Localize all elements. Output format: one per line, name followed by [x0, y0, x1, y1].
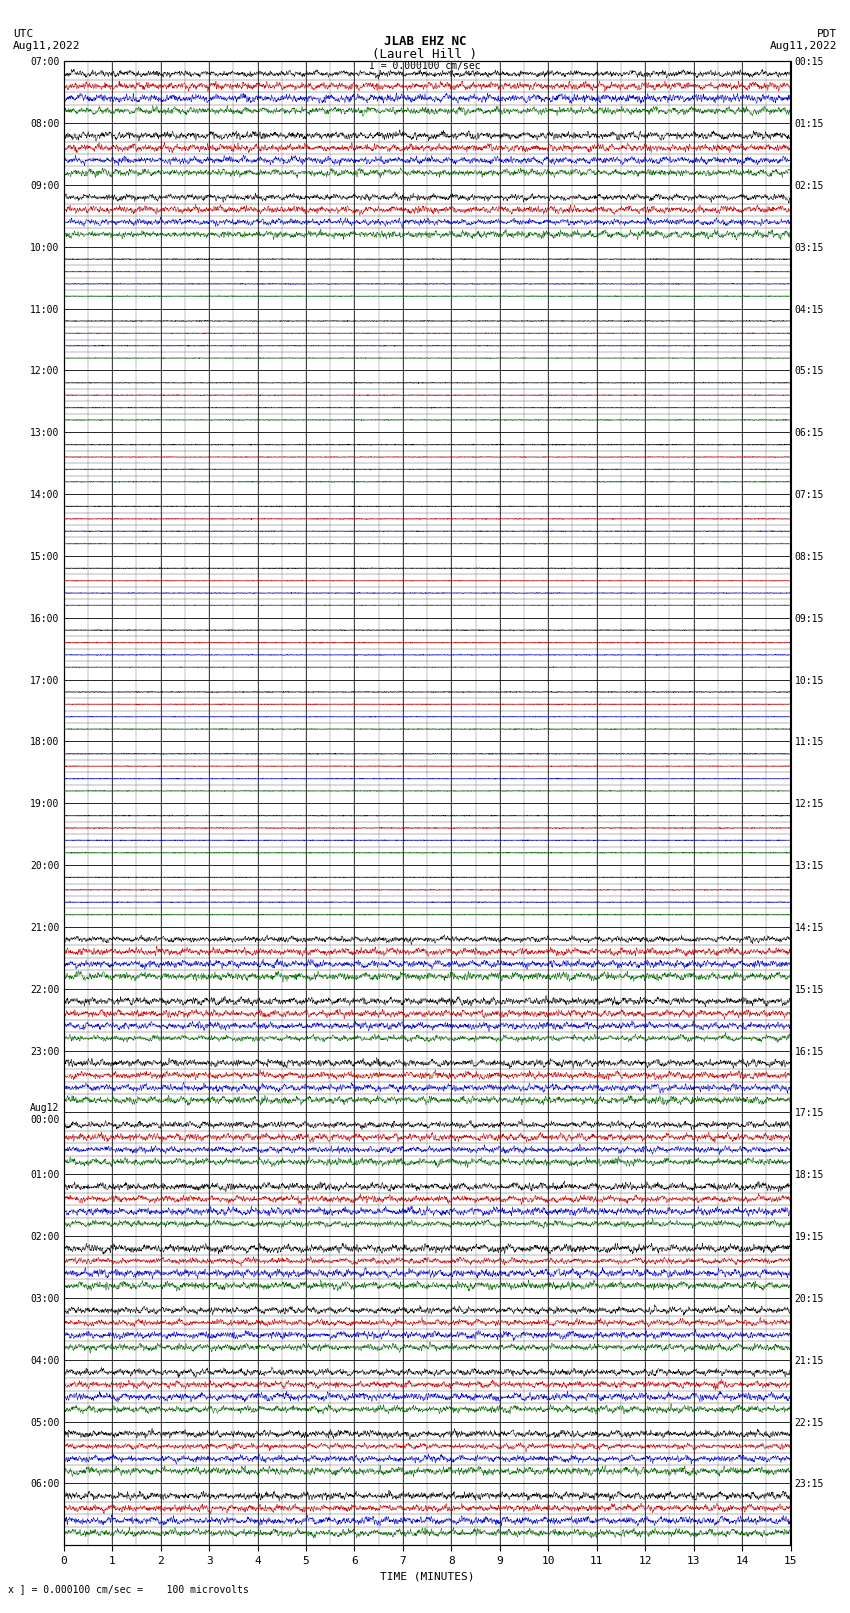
Text: UTC
Aug11,2022: UTC Aug11,2022 [13, 29, 80, 50]
Text: JLAB EHZ NC: JLAB EHZ NC [383, 35, 467, 48]
Text: I = 0.000100 cm/sec: I = 0.000100 cm/sec [369, 61, 481, 71]
Text: PDT
Aug11,2022: PDT Aug11,2022 [770, 29, 837, 50]
Text: (Laurel Hill ): (Laurel Hill ) [372, 48, 478, 61]
X-axis label: TIME (MINUTES): TIME (MINUTES) [380, 1571, 474, 1581]
Text: x ] = 0.000100 cm/sec =    100 microvolts: x ] = 0.000100 cm/sec = 100 microvolts [8, 1584, 249, 1594]
